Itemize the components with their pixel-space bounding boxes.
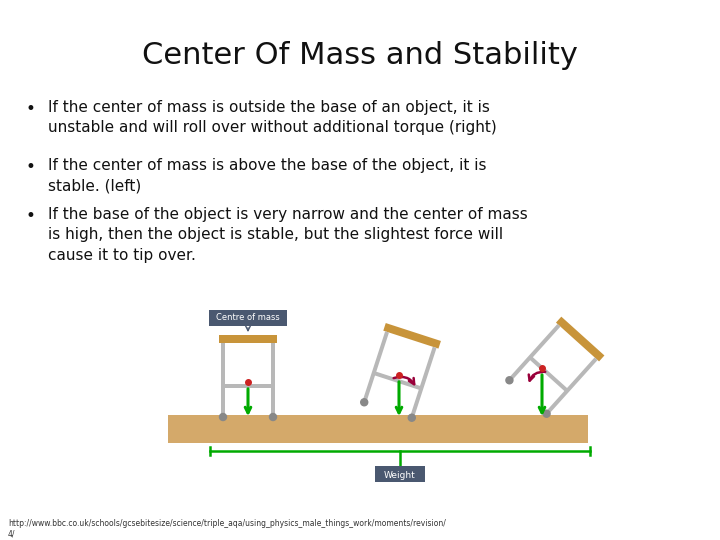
Text: http://www.bbc.co.uk/schools/gcsebitesize/science/triple_aqa/using_physics_male_: http://www.bbc.co.uk/schools/gcsebitesiz… <box>8 519 446 538</box>
Polygon shape <box>528 356 569 393</box>
Polygon shape <box>373 371 422 390</box>
Circle shape <box>269 414 276 421</box>
Text: Center Of Mass and Stability: Center Of Mass and Stability <box>142 40 578 70</box>
Polygon shape <box>221 343 225 417</box>
FancyBboxPatch shape <box>375 466 425 482</box>
Polygon shape <box>271 343 275 417</box>
Text: •: • <box>25 207 35 225</box>
FancyBboxPatch shape <box>209 310 287 326</box>
Polygon shape <box>508 324 560 382</box>
Circle shape <box>543 410 550 417</box>
Circle shape <box>220 414 227 421</box>
Text: •: • <box>25 158 35 176</box>
Polygon shape <box>556 316 604 361</box>
Polygon shape <box>410 347 436 418</box>
FancyBboxPatch shape <box>168 415 588 443</box>
Text: Weight: Weight <box>384 471 416 481</box>
Text: If the center of mass is outside the base of an object, it is
unstable and will : If the center of mass is outside the bas… <box>48 100 497 136</box>
Polygon shape <box>383 323 441 349</box>
Circle shape <box>361 399 368 406</box>
Polygon shape <box>223 384 273 388</box>
Text: If the base of the object is very narrow and the center of mass
is high, then th: If the base of the object is very narrow… <box>48 207 528 263</box>
Text: If the center of mass is above the base of the object, it is
stable. (left): If the center of mass is above the base … <box>48 158 487 193</box>
Polygon shape <box>219 335 277 343</box>
Polygon shape <box>362 331 389 403</box>
Circle shape <box>408 414 415 421</box>
Text: •: • <box>25 100 35 118</box>
Text: Centre of mass: Centre of mass <box>216 314 280 322</box>
Polygon shape <box>545 357 598 415</box>
Circle shape <box>506 377 513 384</box>
